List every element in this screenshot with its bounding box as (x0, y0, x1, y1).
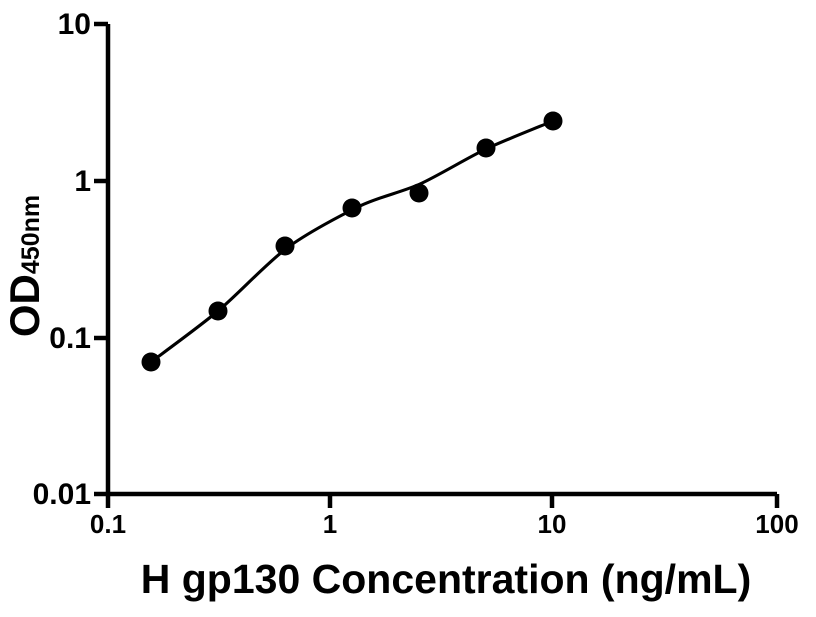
svg-text:100: 100 (755, 509, 798, 539)
svg-text:0.1: 0.1 (90, 509, 126, 539)
svg-text:1: 1 (323, 509, 337, 539)
svg-text:10: 10 (538, 509, 567, 539)
svg-text:0.1: 0.1 (49, 322, 91, 355)
svg-text:0.01: 0.01 (33, 478, 91, 511)
svg-text:H gp130 Concentration (ng/mL): H gp130 Concentration (ng/mL) (141, 556, 751, 602)
svg-text:10: 10 (58, 8, 91, 41)
svg-text:1: 1 (74, 165, 91, 198)
